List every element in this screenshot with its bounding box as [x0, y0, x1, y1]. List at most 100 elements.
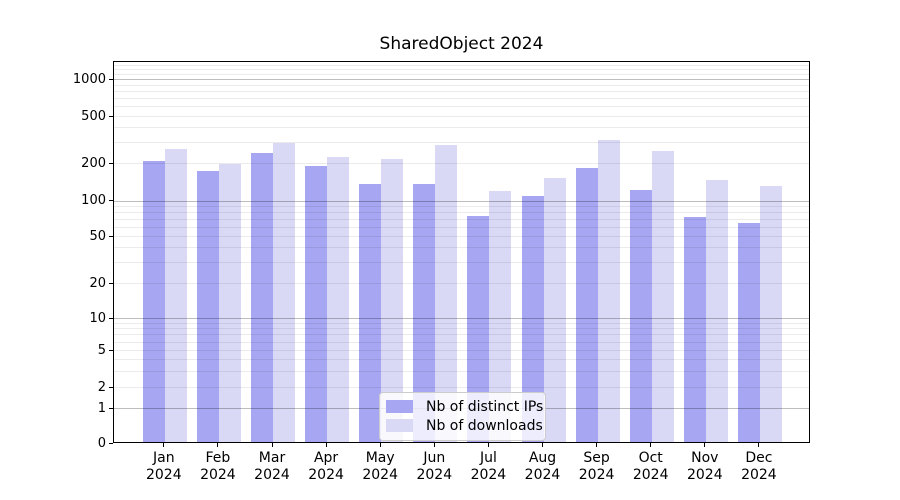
minor-gridline	[114, 370, 809, 372]
y-tick-mark	[109, 442, 113, 444]
minor-gridline	[114, 98, 809, 100]
bar-distinct-ips-feb	[196, 170, 219, 442]
y-tick-label: 0	[97, 435, 106, 451]
x-tick-label: Aug 2024	[513, 450, 573, 484]
y-tick-label: 5	[97, 342, 106, 358]
x-tick-mark	[325, 443, 327, 447]
x-tick-month: May	[365, 450, 395, 466]
x-tick-mark	[487, 443, 489, 447]
bar-distinct-ips-nov	[683, 217, 706, 442]
chart-title: SharedObject 2024	[379, 34, 544, 54]
x-tick-year: 2024	[362, 467, 398, 483]
minor-gridline	[114, 262, 809, 264]
minor-gridline	[114, 106, 809, 108]
bar-downloads-sep	[597, 140, 620, 442]
minor-gridline	[114, 65, 809, 67]
y-tick-mark	[109, 317, 113, 319]
bar-distinct-ips-sep	[575, 167, 598, 442]
y-tick-label: 100	[81, 193, 106, 208]
x-tick-mark	[163, 443, 165, 447]
bar-downloads-may	[381, 159, 404, 442]
y-tick-mark	[109, 78, 113, 80]
minor-gridline	[114, 283, 809, 284]
x-tick-mark	[704, 443, 706, 447]
bar-distinct-ips-mar	[251, 152, 273, 442]
legend-swatch-downloads	[386, 419, 413, 432]
minor-gridline	[114, 218, 809, 220]
x-tick-month: Jun	[423, 450, 446, 466]
x-tick-year: 2024	[470, 467, 507, 483]
x-tick-label: Nov 2024	[675, 450, 735, 484]
y-tick-mark	[109, 386, 113, 388]
bar-distinct-ips-dec	[737, 223, 760, 442]
bar-distinct-ips-oct	[629, 189, 652, 442]
x-tick-mark	[271, 443, 273, 447]
minor-gridline	[114, 90, 809, 92]
bar-downloads-apr	[327, 157, 350, 442]
minor-gridline	[114, 69, 809, 71]
y-tick-label: 20	[89, 275, 106, 291]
x-tick-year: 2024	[254, 467, 290, 483]
y-tick-label: 200	[81, 155, 106, 171]
bar-downloads-aug	[543, 177, 566, 442]
bar-downloads-jun	[435, 144, 458, 442]
minor-gridline	[114, 334, 809, 336]
x-tick-month: Mar	[258, 450, 286, 466]
minor-gridline	[114, 205, 809, 207]
x-tick-label: Apr 2024	[296, 450, 356, 484]
x-tick-label: Sep 2024	[567, 450, 627, 484]
y-tick-mark	[109, 407, 113, 409]
x-tick-label: Jul 2024	[458, 450, 518, 484]
minor-gridline	[114, 127, 809, 129]
y-tick-label: 10	[89, 310, 106, 326]
x-tick-mark	[650, 443, 652, 447]
bar-distinct-ips-apr	[305, 166, 328, 442]
x-tick-month: Sep	[583, 450, 610, 466]
bar-distinct-ips-may	[359, 183, 382, 442]
x-tick-mark	[758, 443, 760, 447]
x-tick-year: 2024	[416, 467, 453, 483]
bar-downloads-oct	[651, 151, 674, 442]
minor-gridline	[114, 350, 809, 351]
x-tick-year: 2024	[200, 467, 236, 483]
x-tick-year: 2024	[632, 467, 669, 483]
legend-swatch-distinct-ips	[386, 400, 413, 413]
minor-gridline	[114, 236, 809, 237]
y-tick-label: 2	[97, 379, 106, 395]
minor-gridline	[114, 387, 809, 388]
x-tick-month: Jan	[153, 450, 175, 466]
legend: Nb of distinct IPs Nb of downloads	[379, 392, 546, 441]
bar-distinct-ips-aug	[521, 195, 544, 442]
x-tick-month: Jul	[479, 450, 497, 466]
x-tick-year: 2024	[308, 467, 344, 483]
major-gridline	[114, 79, 809, 80]
y-tick-label: 500	[81, 108, 106, 124]
minor-gridline	[114, 163, 809, 164]
legend-label: Nb of downloads	[426, 417, 543, 434]
x-tick-year: 2024	[686, 467, 723, 483]
minor-gridline	[114, 359, 809, 360]
x-tick-mark	[379, 443, 381, 447]
x-tick-mark	[542, 443, 543, 447]
x-tick-label: Oct 2024	[621, 450, 681, 484]
y-tick-mark	[109, 115, 113, 117]
x-tick-month: Aug	[528, 450, 557, 466]
x-tick-year: 2024	[741, 467, 777, 483]
x-tick-month: Dec	[745, 450, 773, 466]
minor-gridline	[114, 73, 809, 75]
y-tick-mark	[109, 235, 113, 237]
major-gridline	[114, 200, 809, 202]
y-tick-mark	[109, 282, 113, 284]
bar-distinct-ips-jun	[413, 184, 436, 442]
x-tick-month: Apr	[313, 450, 339, 466]
x-tick-label: Jun 2024	[404, 450, 464, 484]
y-tick-label: 1	[97, 400, 106, 416]
minor-gridline	[114, 84, 809, 86]
bar-downloads-nov	[705, 180, 728, 442]
minor-gridline	[114, 142, 809, 144]
x-tick-label: Jan 2024	[134, 450, 194, 484]
x-tick-year: 2024	[145, 467, 182, 483]
x-tick-month: Feb	[205, 450, 231, 466]
bar-downloads-jul	[489, 191, 512, 442]
